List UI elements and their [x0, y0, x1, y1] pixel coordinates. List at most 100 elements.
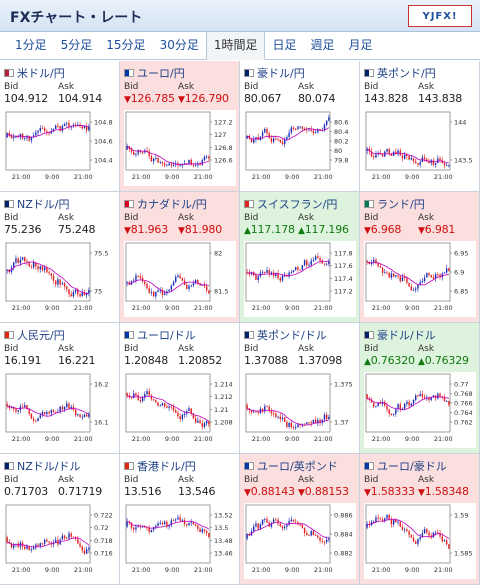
rate-card[interactable]: 英ポンド/円 Bid 143.828 Ask 143.838 144 143.5 21:00 9…	[360, 61, 480, 192]
pair-name[interactable]: 豪ドル/円	[257, 67, 305, 80]
rate-card[interactable]: 英ポンド/ドル Bid 1.37088 Ask 1.37098 1.375 1.37 21:0…	[240, 323, 360, 454]
down-arrow-icon: ▼	[178, 95, 185, 105]
tab-0[interactable]: 1分足	[15, 38, 47, 52]
candle-body	[85, 549, 88, 554]
bid-value-text: 1.37088	[244, 354, 289, 367]
candle-body	[81, 292, 83, 297]
candle-body	[295, 267, 297, 271]
x-tick-label: 9:00	[285, 435, 300, 443]
candle-body	[437, 274, 439, 276]
brand-logo[interactable]: YJFX!	[408, 5, 472, 27]
x-tick-label: 21:00	[314, 304, 333, 312]
candle-body	[279, 416, 281, 419]
tab-4[interactable]: 1時間足	[205, 29, 266, 60]
candle-body	[403, 154, 406, 159]
candle-body	[421, 533, 424, 538]
rate-card[interactable]: 人民元/円 Bid 16.191 Ask 16.221 16.2 16.1 21:00 9:00…	[0, 323, 120, 454]
pair-name[interactable]: 米ドル/円	[17, 67, 65, 80]
rate-card[interactable]: NZドル/ドル Bid 0.71703 Ask 0.71719 0.722 0.72 0.71…	[0, 454, 120, 585]
pair-name[interactable]: ユーロ/円	[137, 67, 185, 80]
mini-chart[interactable]: 16.216.121:00 9:00 21:00	[4, 372, 116, 448]
tab-7[interactable]: 月足	[348, 38, 373, 52]
flag-icon	[244, 69, 254, 77]
candle-body	[168, 289, 170, 292]
rate-card[interactable]: カナダドル/円 Bid ▼81.963 Ask ▼81.980 82 81.5 21:00 9:…	[120, 192, 240, 323]
candle-body	[299, 126, 301, 128]
rate-card[interactable]: ユーロ/ドル Bid 1.20848 Ask 1.20852 1.214 1.212 1.21…	[120, 323, 240, 454]
x-tick-label: 21:00	[194, 304, 213, 312]
pair-name[interactable]: スイスフラン/円	[257, 198, 338, 211]
tab-6[interactable]: 週足	[310, 38, 335, 52]
tab-2[interactable]: 15分足	[106, 38, 146, 52]
rate-card[interactable]: NZドル/円 Bid 75.236 Ask 75.248 75.5 75 21:00 9:00 2…	[0, 192, 120, 323]
rate-card[interactable]: ユーロ/英ポンド Bid ▼0.88143 Ask ▼0.88153 0.886 0.884…	[240, 454, 360, 585]
candle-body	[434, 274, 437, 279]
bid-value: 1.37088	[244, 354, 288, 367]
candle-body	[377, 517, 379, 519]
y-tick-label: 75.5	[94, 250, 108, 258]
candle-body	[6, 269, 8, 271]
candle-body	[152, 291, 155, 297]
bid-value-text: 1.20848	[124, 354, 169, 367]
tab-1[interactable]: 5分足	[60, 38, 93, 52]
candle-body	[24, 405, 26, 408]
pair-name[interactable]: NZドル/円	[17, 198, 70, 211]
pair-name[interactable]: 人民元/円	[17, 329, 65, 342]
pair-name[interactable]: 英ポンド/ドル	[257, 329, 327, 342]
rate-card[interactable]: 香港ドル/円 Bid 13.516 Ask 13.546 13.52 13.5 13.48 13…	[120, 454, 240, 585]
candle-body	[59, 125, 61, 131]
rate-card[interactable]: 豪ドル/円 Bid 80.067 Ask 80.074 80.6 80.4 80.2 80 79.…	[240, 61, 360, 192]
pair-name[interactable]: ランド/円	[377, 198, 425, 211]
ask-label: Ask	[298, 213, 315, 223]
candle-body	[319, 258, 321, 261]
candle-body	[373, 259, 375, 263]
rate-card[interactable]: スイスフラン/円 Bid ▲117.178 Ask ▲117.196 117.8 117.6…	[240, 192, 360, 323]
candle-body	[17, 136, 19, 138]
rate-card[interactable]: 豪ドル/ドル Bid ▲0.76320 Ask ▲0.76329 0.77 0.768 0.7…	[360, 323, 480, 454]
pair-name[interactable]: ユーロ/豪ドル	[377, 460, 447, 473]
ask-label: Ask	[418, 344, 435, 354]
rate-card[interactable]: ユーロ/豪ドル Bid ▼1.58333 Ask ▼1.58348 1.59 1.585 21…	[360, 454, 480, 585]
x-tick-label: 21:00	[74, 173, 93, 181]
candle-body	[183, 413, 186, 415]
chart-frame	[245, 242, 331, 302]
pair-name[interactable]: ユーロ/英ポンド	[257, 460, 338, 473]
pair-name[interactable]: NZドル/ドル	[17, 460, 81, 473]
pair-name[interactable]: カナダドル/円	[137, 198, 207, 211]
candle-body	[146, 391, 148, 395]
bid-value-text: 6.968	[370, 223, 402, 236]
rate-card[interactable]: ユーロ/円 Bid ▼126.785 Ask ▼126.790 127.2 127 126.8…	[120, 61, 240, 192]
candle-body	[201, 160, 203, 165]
rate-card[interactable]: 米ドル/円 Bid 104.912 Ask 104.914 104.8 104.6 104.4…	[0, 61, 120, 192]
candle-body	[406, 401, 408, 404]
candle-body	[410, 403, 413, 406]
rate-card[interactable]: ランド/円 Bid ▼6.968 Ask ▼6.981 6.95 6.9 6.85 21:00 9…	[360, 192, 480, 323]
pair-name[interactable]: 香港ドル/円	[137, 460, 196, 473]
bid-value: 143.828	[364, 92, 408, 105]
x-tick-label: 21:00	[434, 566, 453, 574]
pair-name[interactable]: ユーロ/ドル	[137, 329, 196, 342]
tab-3[interactable]: 30分足	[159, 38, 199, 52]
pair-name[interactable]: 英ポンド/円	[377, 67, 436, 80]
x-tick-label: 21:00	[74, 304, 93, 312]
down-arrow-icon: ▼	[244, 488, 251, 498]
pair-name[interactable]: 豪ドル/ドル	[377, 329, 436, 342]
candle-body	[159, 523, 161, 524]
bid-value: ▼81.963	[124, 223, 168, 236]
tab-5[interactable]: 日足	[272, 38, 297, 52]
